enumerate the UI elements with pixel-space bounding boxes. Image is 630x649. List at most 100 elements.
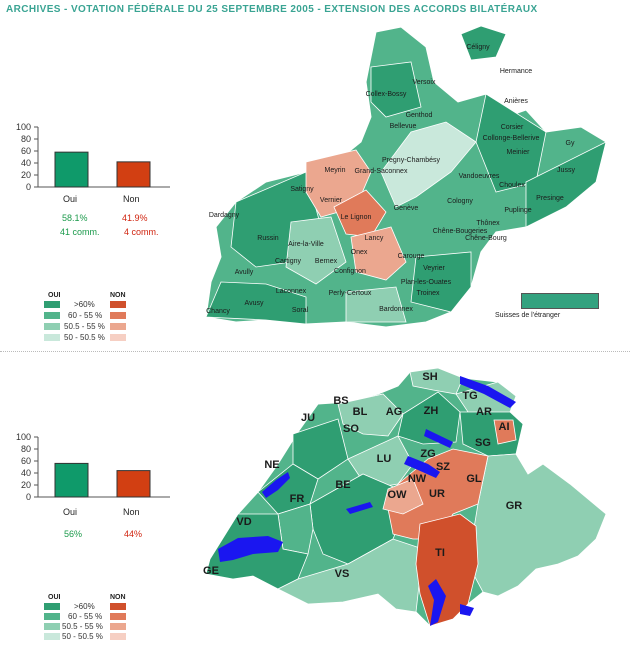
commune-label: Bernex — [315, 258, 338, 265]
legend-swatch-yes — [44, 633, 60, 640]
commune-label: Satigny — [290, 186, 314, 193]
commune-label: Chancy — [206, 308, 230, 315]
commune-non-vernier — [333, 189, 387, 238]
legend-label: 50.5 - 55 % — [64, 322, 105, 331]
legend-swatch-no — [110, 312, 126, 319]
switzerland-y-tick-label: 40 — [21, 468, 31, 478]
lake-lucerne-icon — [404, 456, 440, 478]
commune-label: Confignon — [334, 268, 366, 275]
commune-non-onex-lancy — [350, 226, 407, 281]
switzerland-legend-oui-header: OUI — [48, 594, 61, 601]
commune-label: Gy — [566, 140, 575, 147]
legend-label: >60% — [74, 300, 95, 309]
legend-swatch-no — [110, 323, 126, 330]
canton-label: BS — [333, 395, 348, 407]
switzerland-no-percent: 44% — [124, 529, 143, 539]
lake-thun-icon — [346, 502, 373, 514]
commune-label: Veyrier — [423, 265, 445, 272]
canton-area — [337, 393, 404, 437]
commune-label: Troinex — [416, 290, 440, 297]
canton-label: TG — [462, 390, 477, 402]
switzerland-y-tick-label: 20 — [21, 480, 31, 490]
switzerland-legend-row: 50.5 - 55 % — [44, 622, 154, 631]
commune-label: Vandoeuvres — [459, 173, 500, 180]
legend-swatch-no — [110, 633, 126, 640]
commune-label: Chêne-Bourg — [465, 235, 507, 242]
geneva-y-tick-label: 20 — [21, 170, 31, 180]
legend-swatch-no — [110, 613, 126, 620]
commune-label: Chêne-Bougeries — [433, 228, 488, 235]
page-title: ARCHIVES - VOTATION FÉDÉRALE DU 25 SEPTE… — [6, 4, 538, 15]
commune-label: Lancy — [365, 235, 384, 242]
geneva-y-tick-label: 0 — [26, 182, 31, 192]
commune-area — [370, 61, 422, 118]
geneva-y-tick-label: 80 — [21, 134, 31, 144]
legend-swatch-no — [110, 334, 126, 341]
commune-label: Aire-la-Ville — [288, 241, 324, 248]
canton-label: FR — [290, 493, 305, 505]
geneva-legend: OUI NON >60% 60 - 55 % 50.5 - 55 % 50 - … — [44, 292, 154, 347]
switzerland-y-tick-label: 0 — [26, 492, 31, 502]
section-divider — [0, 351, 630, 352]
switzerland-legend: OUI NON >60% 60 - 55 % 50.5 - 55 % 50 - … — [44, 594, 154, 649]
canton-non-ai — [493, 419, 517, 445]
canton-area — [292, 418, 349, 480]
geneva-y-tick-label: 40 — [21, 158, 31, 168]
canton-area — [257, 463, 319, 515]
canton-label: ZH — [424, 405, 439, 417]
switzerland-bar-oui — [54, 462, 89, 498]
commune-area — [345, 286, 407, 323]
commune-label: Choulex — [499, 182, 525, 189]
commune-label: Jussy — [557, 167, 575, 174]
swiss-canton-labels: SH BS TG BL AG ZH AR JU SO AI SG ZG LU NE SZ NW GL FR BE OW… — [203, 371, 522, 580]
switzerland-yes-percent: 56% — [64, 529, 83, 539]
lake-lugano-icon — [460, 604, 474, 616]
commune-label: Russin — [257, 235, 279, 242]
geneva-category-non: Non — [123, 194, 140, 204]
commune-label: Grand-Saconnex — [355, 168, 408, 175]
geneva-bar-oui — [54, 151, 89, 188]
geneva-legend-row: 50 - 50.5 % — [44, 333, 154, 342]
canton-label: AG — [386, 406, 403, 418]
lake-geneva — [380, 121, 477, 208]
geneva-legend-row: 50.5 - 55 % — [44, 322, 154, 331]
switzerland-legend-row: 60 - 55 % — [44, 612, 154, 621]
switzerland-y-tick-label: 100 — [16, 432, 31, 442]
commune-label: Bellevue — [390, 123, 417, 130]
canton-non-central — [387, 448, 489, 540]
legend-swatch-no — [110, 301, 126, 308]
legend-label: 60 - 55 % — [68, 612, 103, 621]
legend-swatch-yes — [44, 301, 60, 308]
commune-label: Meyrin — [324, 167, 345, 174]
canton-label: VS — [335, 568, 350, 580]
commune-label: Pregny-Chambésy — [382, 157, 440, 164]
geneva-bar-chart-svg: 0 20 40 60 80 100 — [16, 122, 170, 192]
canton-area-vs — [277, 538, 424, 613]
canton-label: SZ — [436, 461, 450, 473]
geneva-bar-non — [116, 161, 151, 188]
legend-swatch-no — [110, 623, 126, 630]
canton-label: OW — [388, 489, 408, 501]
commune-label: Céligny — [466, 44, 490, 51]
canton-label: LU — [377, 453, 392, 465]
commune-label: Cologny — [447, 198, 473, 205]
commune-label: Cartigny — [275, 258, 302, 265]
geneva-result-chart: 0 20 40 60 80 100 Oui Non — [0, 120, 200, 230]
commune-label: Avully — [235, 269, 254, 276]
commune-label: Perly-Certoux — [329, 290, 372, 297]
geneva-category-oui: Oui — [63, 194, 78, 204]
canton-label: VD — [236, 516, 251, 528]
celigny-enclave — [460, 25, 507, 61]
commune-label: Genève — [394, 205, 419, 212]
commune-area — [410, 251, 472, 313]
legend-swatch-yes — [44, 603, 60, 610]
canton-label: GL — [466, 473, 482, 485]
lake-neuchatel-icon — [262, 472, 290, 498]
canton-label: SO — [343, 423, 359, 435]
commune-label: Avusy — [245, 300, 264, 307]
abroad-swatch — [521, 293, 599, 309]
switzerland-bar-chart-svg: 0 20 40 60 80 100 — [16, 432, 170, 502]
commune-label: Genthod — [406, 112, 433, 119]
geneva-legend-oui-header: OUI — [48, 292, 61, 299]
switzerland-map: SH BS TG BL AG ZH AR JU SO AI SG ZG LU NE SZ NW GL FR BE OW… — [203, 367, 607, 627]
